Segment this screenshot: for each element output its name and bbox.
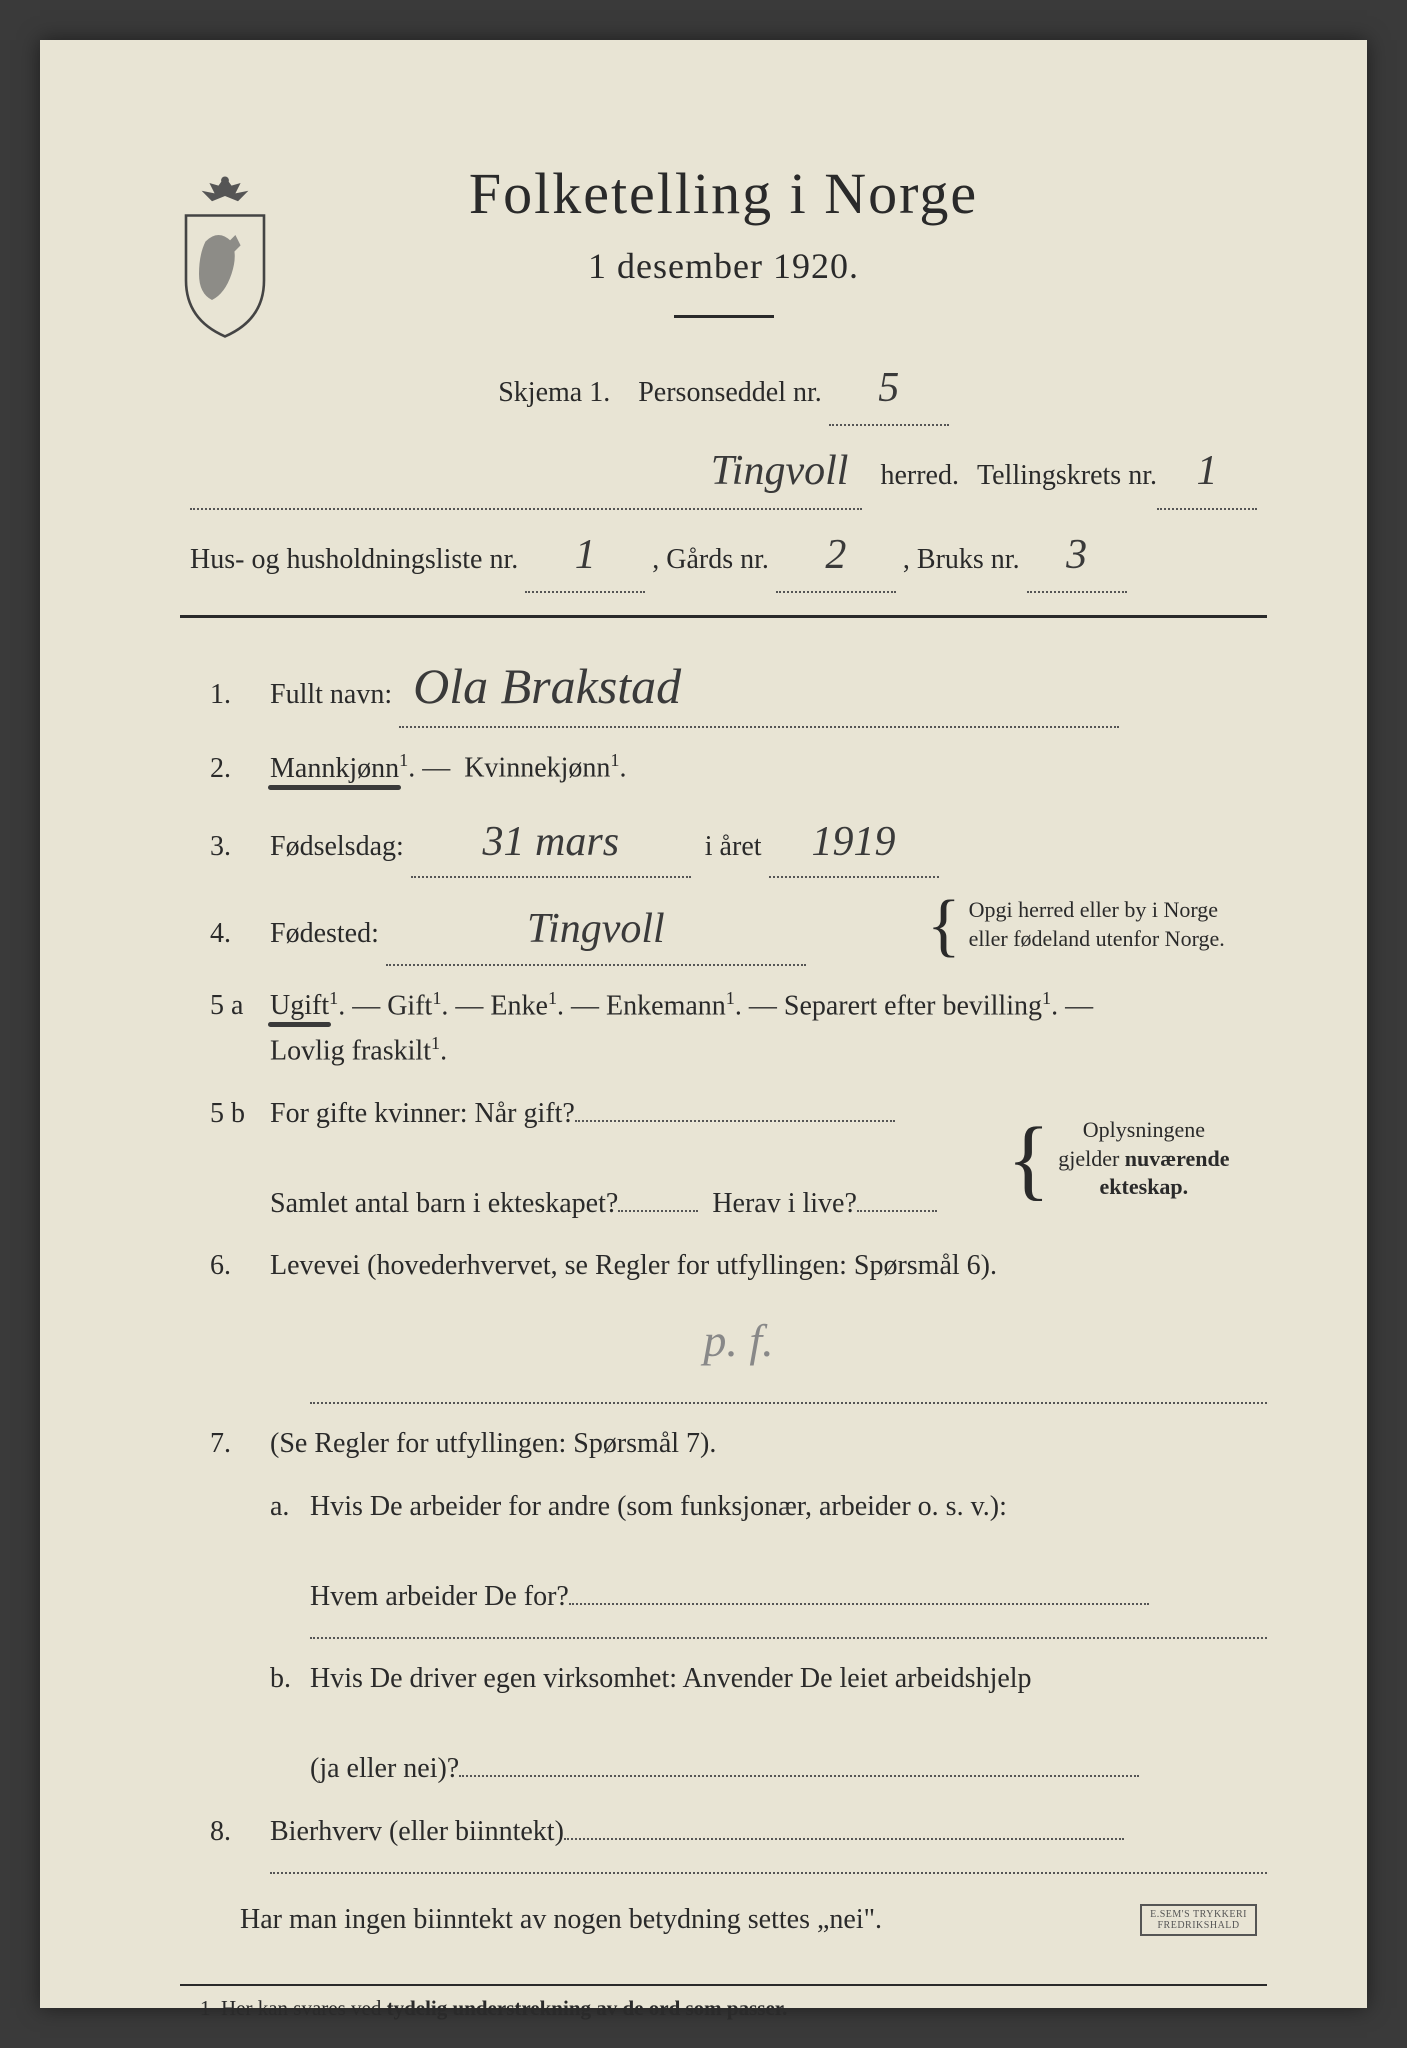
section-divider	[180, 615, 1267, 618]
tellingskrets-label: Tellingskrets nr.	[977, 452, 1157, 500]
q1-label: Fullt navn:	[270, 679, 392, 710]
q5a-num: 5 a	[210, 984, 270, 1029]
dotted-rule	[310, 1637, 1267, 1639]
q7b: b. Hvis De driver egen virksomhet: Anven…	[210, 1657, 1267, 1791]
q5a: 5 a Ugift1. — Gift1. — Enke1. — Enkemann…	[210, 984, 1267, 1074]
personseddel-label: Personseddel nr.	[638, 377, 822, 408]
q5b-note: Oplysningene gjelder nuværende ekteskap.	[1058, 1116, 1229, 1202]
q5b-line2a: Samlet antal barn i ekteskapet?	[270, 1188, 618, 1219]
dotted-rule	[270, 1872, 1267, 1874]
q3: 3. Fødselsdag: 31 mars i året 1919	[210, 809, 1267, 878]
dotted-rule	[310, 1402, 1267, 1404]
q2-kvinne: Kvinnekjønn	[464, 753, 610, 784]
header: Folketelling i Norge 1 desember 1920.	[180, 160, 1267, 318]
q7a-line2: Hvem arbeider De for?	[310, 1581, 569, 1612]
q8-num: 8.	[210, 1810, 270, 1855]
q7a-line1: Hvis De arbeider for andre (som funksjon…	[310, 1491, 1007, 1522]
q3-label: Fødselsdag:	[270, 831, 404, 862]
tellingskrets-nr: 1	[1193, 436, 1222, 507]
q6: 6. Levevei (hovederhvervet, se Regler fo…	[210, 1244, 1267, 1289]
coat-of-arms-icon	[160, 170, 290, 340]
census-form-page: Folketelling i Norge 1 desember 1920. Sk…	[40, 40, 1367, 2008]
bottom-note: Har man ingen biinntekt av nogen betydni…	[210, 1896, 1267, 1944]
questions-block: 1. Fullt navn: Ola Brakstad 2. Mannkjønn…	[180, 646, 1267, 1944]
skjema-label: Skjema 1.	[498, 377, 610, 408]
q7a: a. Hvis De arbeider for andre (som funks…	[210, 1485, 1267, 1619]
form-identifiers: Skjema 1. Personseddel nr. 5 Tingvoll he…	[180, 353, 1267, 593]
q8: 8. Bierhverv (eller biinntekt)	[210, 1810, 1267, 1855]
q1-num: 1.	[210, 673, 270, 718]
gards-nr: 2	[821, 520, 850, 591]
herred-label: herred.	[862, 452, 977, 500]
q2-num: 2.	[210, 747, 270, 792]
q5b: 5 b For gifte kvinner: Når gift? Samlet …	[210, 1092, 1267, 1226]
q3-mid: i året	[705, 831, 762, 862]
q2: 2. Mannkjønn1. — Kvinnekjønn1.	[210, 746, 1267, 791]
q5b-line1: For gifte kvinner: Når gift?	[270, 1098, 575, 1129]
brace-icon: {	[927, 908, 961, 943]
gards-label: , Gårds nr.	[652, 544, 769, 575]
q4-num: 4.	[210, 912, 270, 957]
q7-num: 7.	[210, 1422, 270, 1467]
q5a-separert: Separert efter bevilling	[784, 990, 1042, 1021]
printer-stamp: E.SEM'S TRYKKERI FREDRIKSHALD	[1140, 1904, 1257, 1936]
q3-num: 3.	[210, 825, 270, 870]
q4-label: Fødested:	[270, 918, 379, 949]
q4-value: Tingvoll	[523, 896, 669, 963]
q5a-lovlig: Lovlig fraskilt	[270, 1035, 431, 1066]
q8-label: Bierhverv (eller biinntekt)	[270, 1816, 564, 1847]
q1-value: Ola Brakstad	[409, 646, 685, 726]
q5b-num: 5 b	[210, 1092, 270, 1137]
skjema-line: Skjema 1. Personseddel nr. 5	[190, 353, 1257, 426]
q5a-enke: Enke	[490, 990, 548, 1021]
subtitle: 1 desember 1920.	[180, 245, 1267, 287]
q6-num: 6.	[210, 1244, 270, 1289]
q7: 7. (Se Regler for utfyllingen: Spørsmål …	[210, 1422, 1267, 1467]
q5b-line2b: Herav i live?	[712, 1188, 857, 1219]
q7a-letter: a.	[270, 1485, 310, 1530]
q3-day: 31 mars	[479, 809, 624, 876]
footnote: 1 Her kan svares ved tydelig understrekn…	[180, 1996, 1267, 2021]
husliste-nr: 1	[571, 520, 600, 591]
q6-text: Levevei (hovederhvervet, se Regler for u…	[270, 1244, 1267, 1289]
q7-intro: (Se Regler for utfyllingen: Spørsmål 7).	[270, 1422, 1267, 1467]
q7b-line2: (ja eller nei)?	[310, 1753, 459, 1784]
brace-icon: {	[1007, 1137, 1050, 1182]
bruks-label: , Bruks nr.	[903, 544, 1020, 575]
q4: 4. Fødested: Tingvoll { Opgi herred elle…	[210, 896, 1267, 965]
q5a-gift: Gift	[387, 990, 432, 1021]
herred-value: Tingvoll	[707, 436, 853, 507]
q7b-letter: b.	[270, 1657, 310, 1702]
footnote-rule	[180, 1984, 1267, 1986]
q5a-ugift: Ugift	[270, 990, 329, 1021]
main-title: Folketelling i Norge	[180, 160, 1267, 227]
q6-value: p. f.	[699, 1314, 777, 1367]
q4-note: Opgi herred eller by i Norge eller fødel…	[969, 896, 1225, 953]
personseddel-nr: 5	[874, 353, 903, 424]
bruks-nr: 3	[1062, 520, 1091, 591]
q5a-enkemann: Enkemann	[606, 990, 726, 1021]
herred-line: Tingvoll herred. Tellingskrets nr. 1	[190, 436, 1257, 509]
divider	[674, 315, 774, 318]
q1: 1. Fullt navn: Ola Brakstad	[210, 646, 1267, 728]
q7b-line1: Hvis De driver egen virksomhet: Anvender…	[310, 1663, 1032, 1694]
q2-mann: Mannkjønn	[270, 753, 399, 784]
husliste-line: Hus- og husholdningsliste nr. 1 , Gårds …	[190, 520, 1257, 593]
husliste-label: Hus- og husholdningsliste nr.	[190, 544, 518, 575]
q3-year: 1919	[808, 809, 900, 876]
